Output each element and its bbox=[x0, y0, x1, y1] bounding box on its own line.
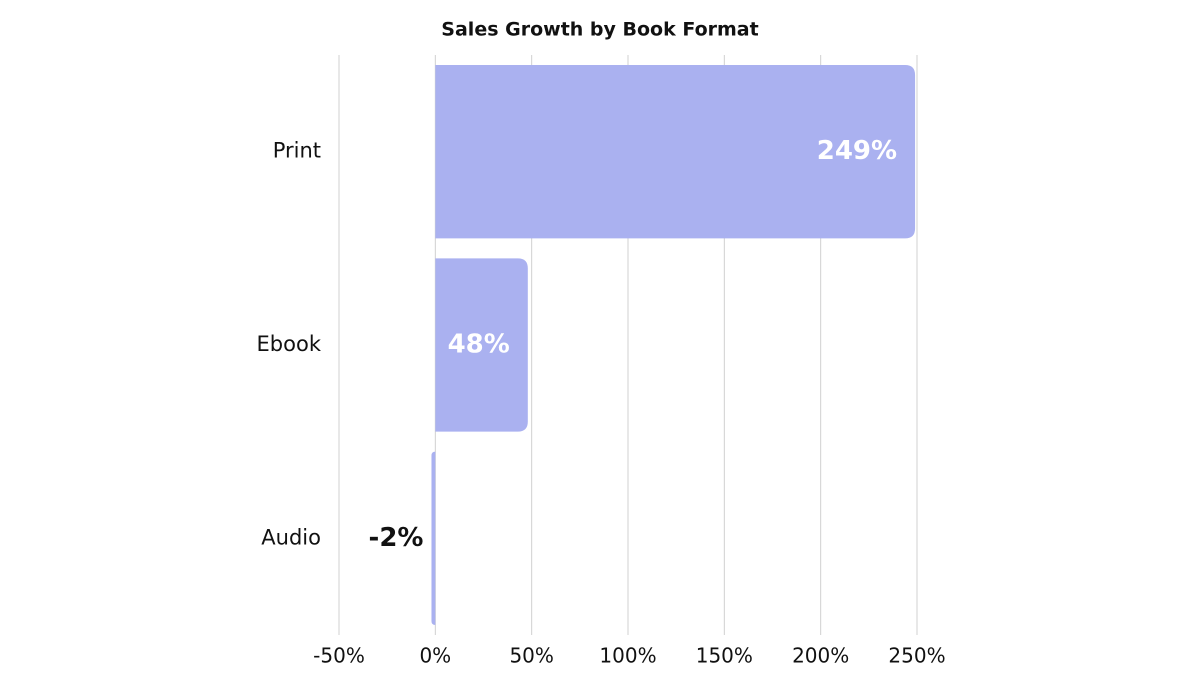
chart-title: Sales Growth by Book Format bbox=[441, 19, 758, 41]
y-tick-label: Ebook bbox=[257, 332, 322, 356]
bar bbox=[435, 258, 528, 432]
data-label: -2% bbox=[369, 523, 424, 553]
x-tick-label: -50% bbox=[313, 644, 365, 668]
bar bbox=[435, 65, 916, 239]
x-tick-label: 50% bbox=[509, 644, 553, 668]
x-tick-label: 100% bbox=[599, 644, 656, 668]
x-tick-label: 250% bbox=[888, 644, 945, 668]
x-tick-label: 150% bbox=[696, 644, 753, 668]
x-tick-label: 0% bbox=[419, 644, 451, 668]
bar bbox=[431, 451, 436, 625]
x-tick-label: 200% bbox=[792, 644, 849, 668]
y-tick-label: Audio bbox=[261, 525, 321, 549]
data-label: 48% bbox=[448, 330, 510, 360]
y-tick-label: Print bbox=[273, 139, 321, 163]
data-label: 249% bbox=[817, 136, 897, 166]
